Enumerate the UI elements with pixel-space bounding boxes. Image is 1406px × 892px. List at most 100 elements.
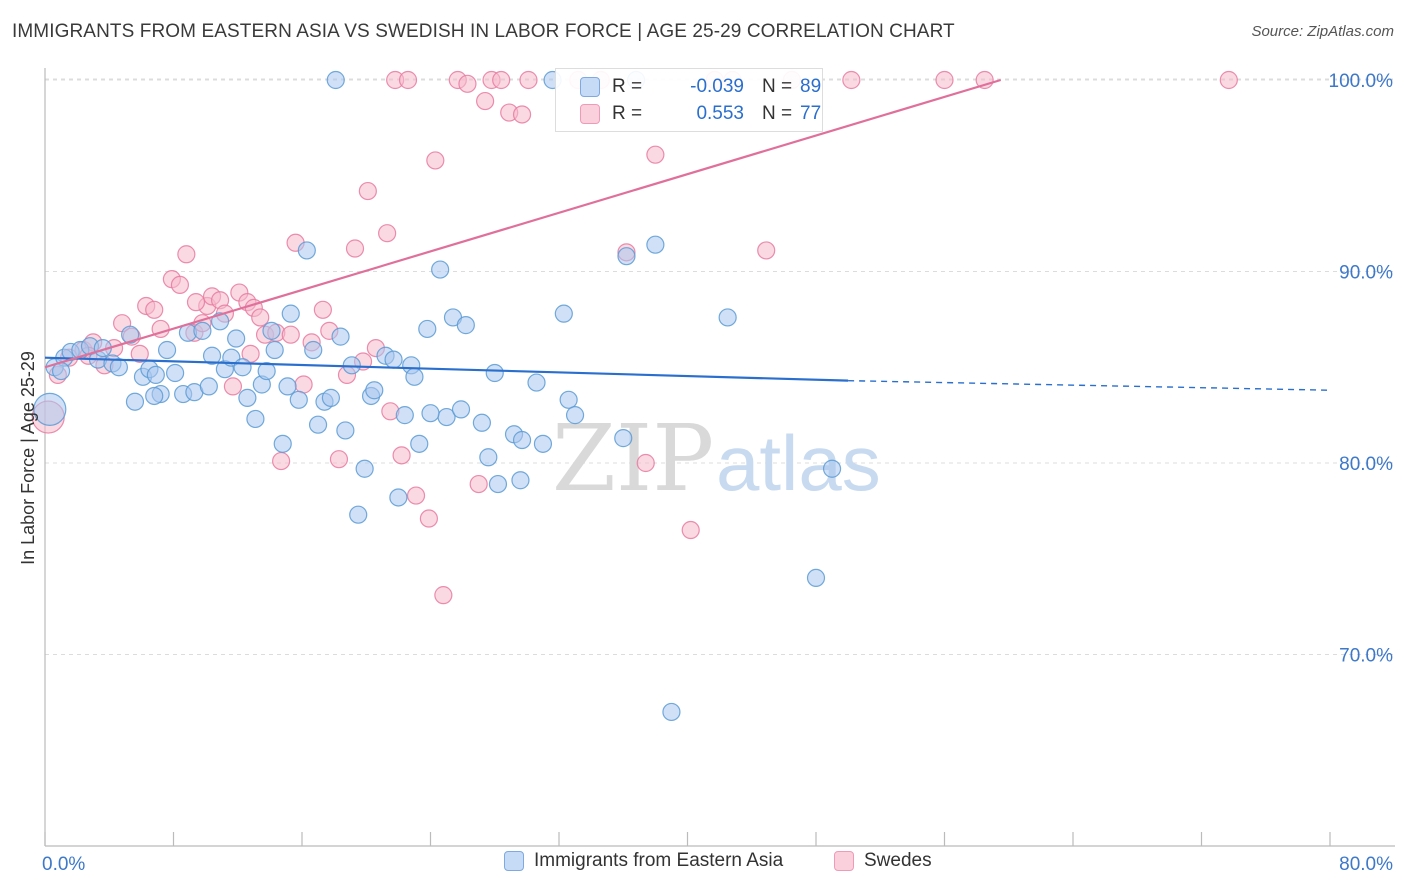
eastern-asia-point (146, 365, 165, 385)
swedes-point (512, 105, 532, 124)
eastern-asia-point (265, 340, 284, 360)
swedes-point (186, 293, 206, 312)
legend-item-eastern-asia[interactable]: Immigrants from Eastern Asia (504, 850, 783, 872)
eastern-asia-point (246, 409, 265, 429)
eastern-asia-point (365, 381, 384, 400)
stats-n-value: 77 (800, 103, 822, 124)
eastern-asia-point (157, 340, 177, 360)
stats-swatch-pink (580, 104, 600, 124)
eastern-asia-point (806, 568, 826, 588)
swedes-point (458, 74, 477, 93)
eastern-asia-point (662, 702, 681, 722)
trend-line-swedes (44, 78, 1002, 369)
eastern-asia-point (472, 413, 491, 432)
swedes-point (223, 377, 243, 396)
stats-n-value: 89 (800, 76, 822, 97)
swedes-point (469, 474, 488, 494)
eastern-asia-point (289, 390, 308, 409)
swedes-point (145, 300, 164, 319)
stats-n-label: N = (762, 76, 793, 97)
eastern-asia-point (262, 321, 281, 340)
swedes-point (492, 70, 511, 90)
eastern-asia-point (199, 377, 218, 396)
series-swedes-points (31, 70, 1238, 605)
stats-r-value: 0.553 (696, 103, 744, 124)
swedes-point (130, 344, 149, 363)
swedes-point (519, 70, 538, 90)
swedes-point (241, 344, 260, 363)
eastern-asia-point (718, 308, 737, 327)
eastern-asia-point (512, 430, 532, 450)
eastern-asia-point (193, 321, 212, 340)
eastern-asia-point (646, 235, 665, 254)
swedes-point (251, 308, 270, 327)
eastern-asia-point (281, 304, 300, 323)
chart-legend: Immigrants from Eastern Asia Swedes (0, 850, 1406, 880)
eastern-asia-point (336, 421, 355, 440)
eastern-asia-point (297, 241, 316, 260)
source-attribution: Source: ZipAtlas.com (1251, 23, 1394, 40)
swedes-point (177, 245, 196, 264)
eastern-asia-point (257, 361, 276, 381)
legend-label: Immigrants from Eastern Asia (534, 850, 784, 871)
watermark-atlas: atlas (716, 419, 881, 507)
x-tick-label-max: 80.0% (1339, 854, 1393, 875)
eastern-asia-point (479, 448, 498, 467)
legend-item-swedes[interactable]: Swedes (834, 850, 932, 872)
eastern-asia-point (227, 329, 246, 348)
swedes-point (281, 325, 300, 344)
swedes-point (358, 181, 377, 201)
stats-r-value: -0.039 (690, 76, 744, 97)
series-eastern-asia-points (33, 70, 842, 722)
swedes-point (681, 520, 700, 540)
axes (44, 68, 1395, 847)
eastern-asia-point (418, 319, 437, 339)
eastern-asia-point (822, 459, 842, 478)
eastern-asia-point (121, 325, 140, 344)
x-tick-label-min: 0.0% (42, 854, 85, 875)
swedes-point (329, 450, 349, 469)
eastern-asia-point (533, 434, 553, 453)
eastern-asia-point (202, 346, 222, 365)
eastern-asia-point (355, 459, 374, 478)
trend-line-eastern-asia-extension (848, 379, 1331, 391)
trend-lines (44, 78, 1331, 391)
swedes-point (419, 509, 438, 528)
eastern-asia-point (511, 471, 530, 490)
swedes-point (406, 486, 426, 505)
eastern-asia-point (125, 392, 145, 411)
eastern-asia-point (431, 260, 450, 279)
swedes-point (757, 241, 776, 260)
stats-r-label: R = (612, 76, 643, 97)
eastern-asia-point (451, 400, 471, 419)
swedes-point (170, 275, 190, 295)
eastern-asia-point (410, 434, 429, 453)
swedes-point (935, 70, 954, 90)
swedes-point (636, 453, 655, 473)
eastern-asia-point (559, 390, 578, 409)
swedes-point (646, 145, 665, 164)
swedes-point (294, 375, 313, 394)
eastern-asia-point (389, 488, 408, 507)
eastern-asia-point (485, 363, 504, 383)
swedes-point (842, 70, 861, 90)
swedes-point (476, 91, 495, 111)
y-tick-label: 90.0% (1339, 263, 1393, 284)
swedes-point (392, 446, 411, 465)
eastern-asia-point (384, 350, 403, 369)
swedes-point (398, 70, 418, 90)
trend-line-eastern-asia (44, 356, 849, 382)
eastern-asia-point (233, 358, 252, 377)
swedes-point (1219, 70, 1238, 90)
stats-swatch-blue (580, 77, 600, 97)
legend-label: Swedes (864, 850, 932, 871)
chart-title: IMMIGRANTS FROM EASTERN ASIA VS SWEDISH … (12, 21, 955, 42)
eastern-asia-point (238, 388, 257, 407)
eastern-asia-point (308, 415, 328, 434)
swedes-point (378, 224, 397, 243)
eastern-asia-point (278, 377, 297, 396)
eastern-asia-point (565, 406, 585, 425)
stats-n-label: N = (762, 103, 793, 124)
eastern-asia-point (145, 386, 164, 406)
